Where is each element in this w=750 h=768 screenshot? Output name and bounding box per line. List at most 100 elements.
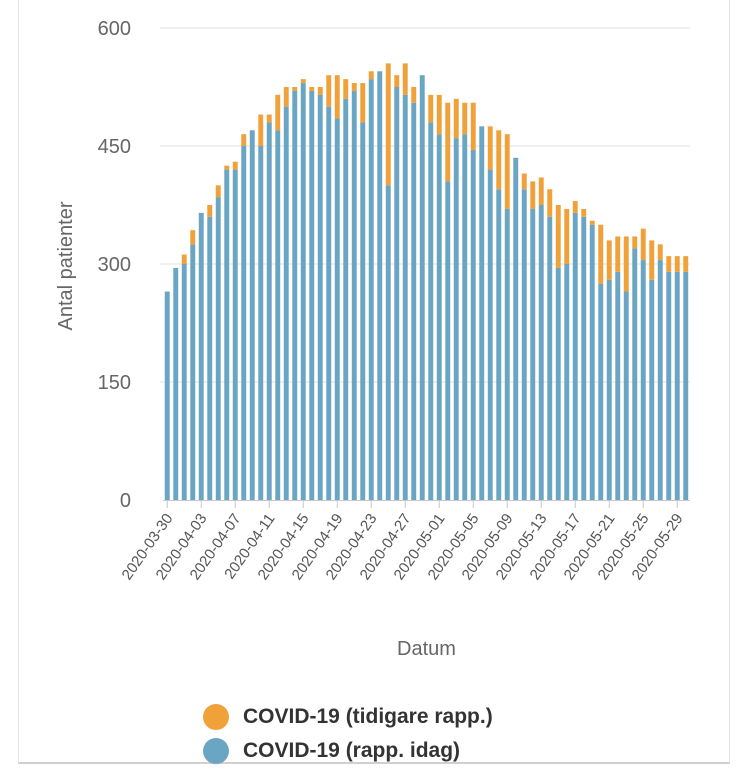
bar-tidigare-rapp[interactable] [411,87,417,103]
bar-tidigare-rapp[interactable] [674,256,680,272]
bar-tidigare-rapp[interactable] [555,205,561,268]
bar-rapp-idag[interactable] [649,279,655,500]
bar-rapp-idag[interactable] [300,83,306,501]
bar-rapp-idag[interactable] [207,216,213,501]
bar-rapp-idag[interactable] [513,157,519,501]
bar-rapp-idag[interactable] [462,134,468,500]
bar-tidigare-rapp[interactable] [470,102,476,150]
bar-rapp-idag[interactable] [266,122,272,501]
bar-tidigare-rapp[interactable] [598,224,604,284]
bar-rapp-idag[interactable] [666,271,672,500]
bar-rapp-idag[interactable] [232,169,238,500]
bar-rapp-idag[interactable] [411,102,417,500]
bar-rapp-idag[interactable] [581,216,587,501]
bar-rapp-idag[interactable] [547,216,553,501]
bar-tidigare-rapp[interactable] [402,63,408,95]
bar-rapp-idag[interactable] [377,71,383,501]
bar-rapp-idag[interactable] [632,248,638,500]
bar-tidigare-rapp[interactable] [445,102,451,182]
bar-rapp-idag[interactable] [215,197,221,500]
bar-rapp-idag[interactable] [572,212,578,500]
bar-rapp-idag[interactable] [224,169,230,500]
bar-rapp-idag[interactable] [181,264,187,500]
bar-rapp-idag[interactable] [309,90,315,500]
bar-tidigare-rapp[interactable] [368,71,374,80]
bar-tidigare-rapp[interactable] [666,256,672,272]
bar-rapp-idag[interactable] [683,271,689,500]
bar-rapp-idag[interactable] [606,279,612,500]
bar-tidigare-rapp[interactable] [683,256,689,272]
bar-rapp-idag[interactable] [190,244,196,500]
bar-tidigare-rapp[interactable] [241,134,247,146]
bar-tidigare-rapp[interactable] [487,126,493,170]
bar-rapp-idag[interactable] [326,106,332,501]
bar-tidigare-rapp[interactable] [224,165,230,170]
bar-rapp-idag[interactable] [317,94,323,500]
bar-tidigare-rapp[interactable] [640,228,646,261]
bar-rapp-idag[interactable] [538,205,544,500]
bar-tidigare-rapp[interactable] [232,161,238,170]
bar-tidigare-rapp[interactable] [632,236,638,249]
bar-rapp-idag[interactable] [598,283,604,500]
legend-item-tidigare[interactable]: COVID-19 (tidigare rapp.) [203,700,493,734]
bar-tidigare-rapp[interactable] [283,87,289,107]
bar-tidigare-rapp[interactable] [606,240,612,280]
bar-rapp-idag[interactable] [487,169,493,500]
bar-tidigare-rapp[interactable] [462,102,468,135]
bar-rapp-idag[interactable] [674,271,680,500]
bar-rapp-idag[interactable] [385,185,391,501]
bar-rapp-idag[interactable] [521,189,527,500]
bar-tidigare-rapp[interactable] [623,236,629,292]
bar-tidigare-rapp[interactable] [385,63,391,186]
bar-tidigare-rapp[interactable] [351,83,357,91]
bar-tidigare-rapp[interactable] [266,114,272,123]
bar-tidigare-rapp[interactable] [453,98,459,139]
bar-tidigare-rapp[interactable] [581,208,587,217]
bar-tidigare-rapp[interactable] [538,177,544,205]
bar-tidigare-rapp[interactable] [317,87,323,95]
bar-rapp-idag[interactable] [198,212,204,500]
bar-rapp-idag[interactable] [173,267,179,500]
bar-tidigare-rapp[interactable] [334,75,340,119]
legend-item-idag[interactable]: COVID-19 (rapp. idag) [203,734,493,768]
bar-rapp-idag[interactable] [402,94,408,500]
bar-rapp-idag[interactable] [283,106,289,501]
bar-rapp-idag[interactable] [360,122,366,501]
bar-tidigare-rapp[interactable] [547,189,553,217]
bar-rapp-idag[interactable] [615,271,621,500]
bar-rapp-idag[interactable] [496,189,502,500]
bar-rapp-idag[interactable] [470,149,476,500]
bar-rapp-idag[interactable] [249,130,255,500]
bar-tidigare-rapp[interactable] [589,220,595,225]
bar-rapp-idag[interactable] [164,291,170,500]
bar-rapp-idag[interactable] [258,146,264,500]
bar-tidigare-rapp[interactable] [190,230,196,245]
bar-rapp-idag[interactable] [530,208,536,500]
bar-rapp-idag[interactable] [368,79,374,500]
bar-rapp-idag[interactable] [623,291,629,500]
bar-rapp-idag[interactable] [428,122,434,501]
bar-tidigare-rapp[interactable] [564,208,570,264]
bar-tidigare-rapp[interactable] [504,134,510,209]
bar-tidigare-rapp[interactable] [394,75,400,87]
bar-rapp-idag[interactable] [640,260,646,500]
bar-tidigare-rapp[interactable] [207,205,213,217]
bar-rapp-idag[interactable] [436,134,442,500]
bar-tidigare-rapp[interactable] [343,79,349,99]
bar-tidigare-rapp[interactable] [360,83,366,123]
bar-tidigare-rapp[interactable] [521,173,527,190]
bar-rapp-idag[interactable] [657,260,663,500]
bar-tidigare-rapp[interactable] [436,94,442,135]
bar-rapp-idag[interactable] [589,224,595,500]
bar-rapp-idag[interactable] [292,90,298,500]
bar-tidigare-rapp[interactable] [496,130,502,190]
bar-tidigare-rapp[interactable] [572,201,578,213]
bar-rapp-idag[interactable] [275,130,281,500]
bar-tidigare-rapp[interactable] [292,87,298,91]
bar-tidigare-rapp[interactable] [258,114,264,146]
bar-rapp-idag[interactable] [453,138,459,500]
bar-rapp-idag[interactable] [504,208,510,500]
bar-tidigare-rapp[interactable] [309,87,315,91]
bar-rapp-idag[interactable] [479,126,485,500]
bar-tidigare-rapp[interactable] [657,244,663,261]
